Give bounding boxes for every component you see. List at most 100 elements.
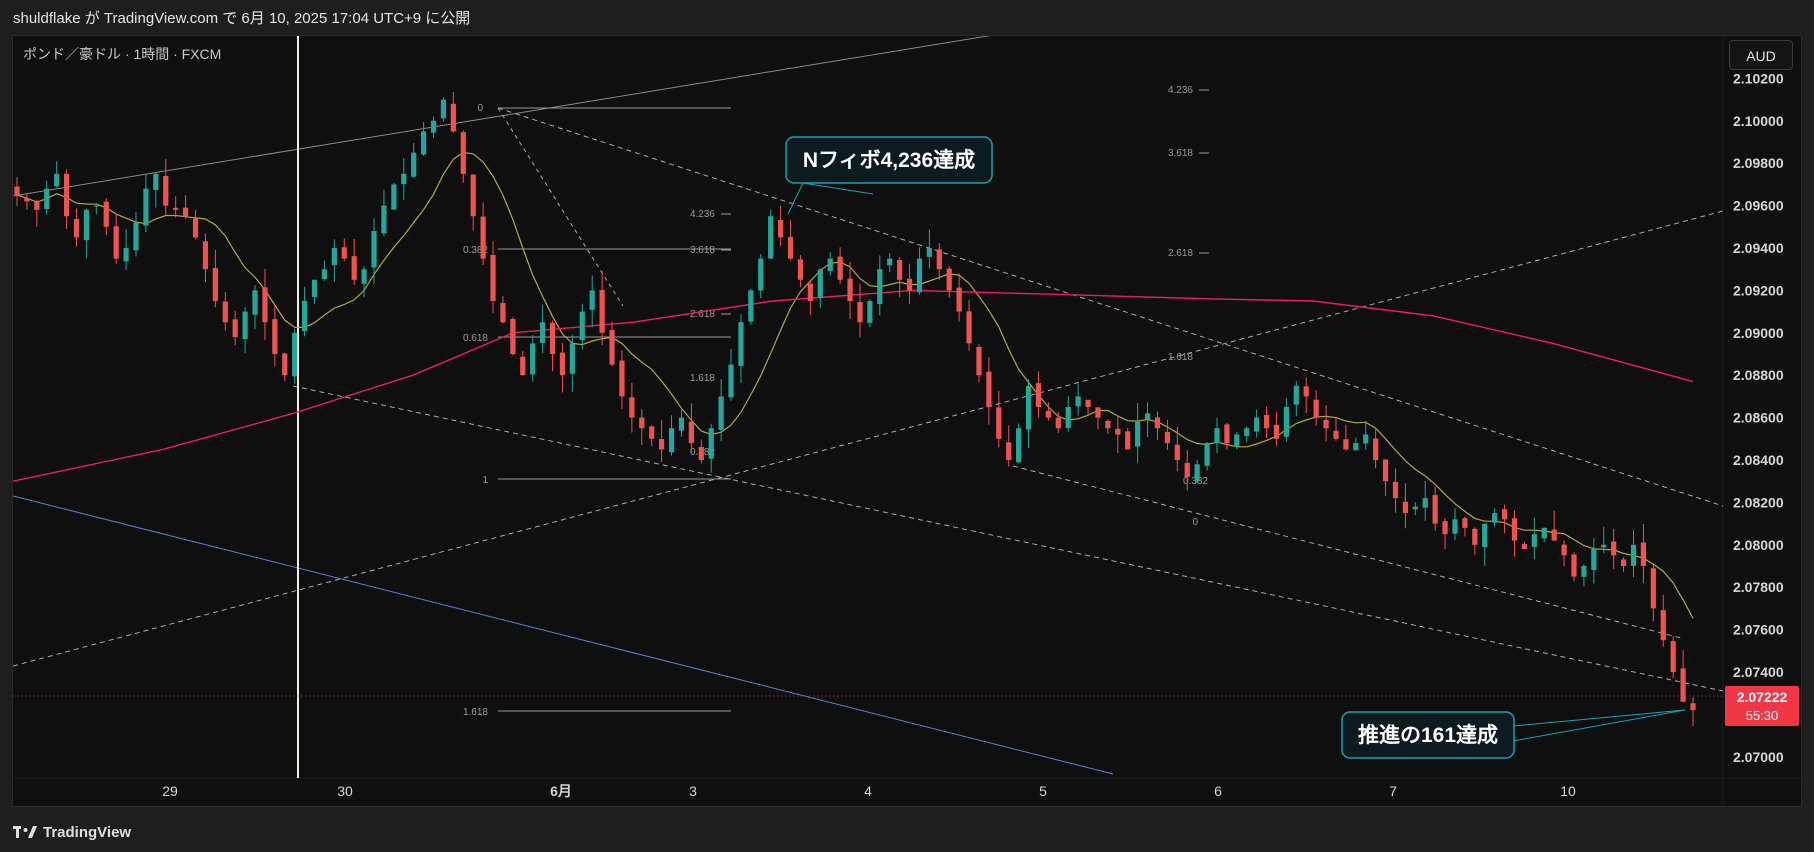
candle-body (1204, 443, 1210, 466)
candle-body (1402, 501, 1409, 513)
candle-body (926, 248, 932, 257)
candle-body (738, 322, 744, 366)
candle-body (24, 198, 30, 202)
candle-body (748, 290, 754, 322)
candle-body (897, 260, 903, 280)
y-tick-label: 2.08200 (1733, 494, 1784, 510)
candle-body (1501, 509, 1508, 520)
candle-body (1144, 413, 1151, 420)
fib-label: 1 (482, 475, 488, 486)
candle-body (847, 278, 853, 301)
x-tick-label: 29 (162, 783, 178, 799)
candle-body (887, 258, 893, 266)
candle-body (649, 426, 655, 439)
last-price-value: 2.07222 (1737, 689, 1788, 705)
candle-body (1620, 559, 1627, 566)
fib-label: 0.382 (463, 245, 488, 256)
channel-low-dashed (1012, 465, 1682, 639)
x-tick-label: 3 (689, 783, 697, 799)
candle-body (1343, 439, 1349, 450)
candle-body (1462, 518, 1468, 528)
candle-body (986, 371, 992, 407)
callout-nfibo[interactable]: Nフィボ4,236達成 (785, 136, 993, 215)
candle-body (1640, 542, 1647, 566)
candle-body (440, 99, 447, 119)
fib-label: 0.618 (463, 333, 488, 344)
candle-body (559, 352, 566, 376)
fib-label: 3.618 (1168, 148, 1193, 159)
candle-body (569, 343, 575, 374)
candle-body (877, 269, 883, 305)
candle-body (212, 267, 218, 301)
x-tick-label: 4 (864, 783, 872, 799)
time-axis[interactable]: 29 30 6月 3 4 5 6 7 10 (162, 783, 1576, 799)
candle-body (1363, 434, 1369, 444)
candle-body (490, 254, 496, 301)
candle-body (1055, 417, 1061, 429)
candle-body (1025, 385, 1032, 430)
candle-body (698, 446, 704, 460)
candle-body (1392, 481, 1399, 499)
x-tick-label: 10 (1560, 783, 1576, 799)
candle-body (103, 201, 109, 227)
candle-body (1382, 459, 1389, 482)
candle-body (1273, 424, 1280, 439)
candle-body (173, 207, 179, 210)
candle-body (222, 301, 228, 323)
candle-body (1432, 495, 1438, 524)
fib-label: 2.618 (690, 309, 715, 320)
x-tick-label: 6 (1214, 783, 1222, 799)
candle-body (549, 322, 556, 354)
callout-pointer (802, 182, 874, 195)
candle-body (1541, 527, 1547, 539)
brand-name: TradingView (43, 823, 132, 841)
candle-body (341, 247, 347, 259)
currency-button[interactable]: AUD (1729, 40, 1793, 70)
y-tick-label: 2.09400 (1733, 240, 1784, 256)
candle-body (411, 152, 417, 177)
candle-body (1521, 544, 1528, 550)
candle-body (629, 397, 635, 418)
candle-body (1135, 421, 1141, 447)
price-axis[interactable]: 2.10200 2.10000 2.09800 2.09600 2.09400 2.092… (1733, 70, 1784, 764)
candle-body (321, 269, 328, 280)
fib-label: 2.618 (1168, 248, 1193, 259)
candle-body (956, 287, 962, 312)
price-chart[interactable]: 0 0.382 0.618 1 1.618 4.236 3.618 2.618 … (13, 36, 1803, 808)
x-tick-label: 30 (337, 783, 353, 799)
callout-propulsion[interactable]: 推進の161達成 (1341, 709, 1686, 759)
candle-body (867, 301, 873, 323)
candle-body (143, 188, 149, 226)
candle-body (1065, 407, 1071, 429)
candle-body (292, 332, 298, 377)
callout-pointer (1512, 709, 1686, 727)
candle-body (133, 222, 139, 251)
candle-body (1333, 430, 1339, 439)
callout-text: Nフィボ4,236達成 (803, 148, 975, 172)
footer-brand[interactable]: TradingView (0, 812, 1814, 852)
candle-body (768, 216, 774, 259)
fib-label: 0 (1192, 517, 1198, 528)
candle-body (182, 207, 189, 217)
y-tick-label: 2.09000 (1733, 325, 1784, 341)
candle-body (430, 120, 437, 133)
chart-frame[interactable]: 0 0.382 0.618 1 1.618 4.236 3.618 2.618 … (12, 35, 1803, 808)
candle-body (1174, 444, 1180, 460)
candle-body (718, 396, 724, 430)
candle-body (857, 301, 863, 323)
candle-body (906, 278, 913, 291)
candle-body (391, 184, 397, 210)
symbol-title[interactable]: ポンド／豪ドル · 1時間 · FXCM (23, 46, 222, 62)
candle-body (530, 343, 536, 375)
candle-body (113, 226, 119, 259)
candle-body (1472, 528, 1478, 545)
candle-body (351, 256, 357, 280)
candle-body (1373, 438, 1379, 460)
candle-body (242, 311, 248, 340)
candle-body (1234, 434, 1240, 447)
y-tick-label: 2.08600 (1733, 410, 1784, 426)
candle-body (1283, 407, 1289, 437)
candle-body (262, 287, 268, 323)
candle-body (1670, 641, 1676, 672)
candle-body (1591, 549, 1597, 570)
